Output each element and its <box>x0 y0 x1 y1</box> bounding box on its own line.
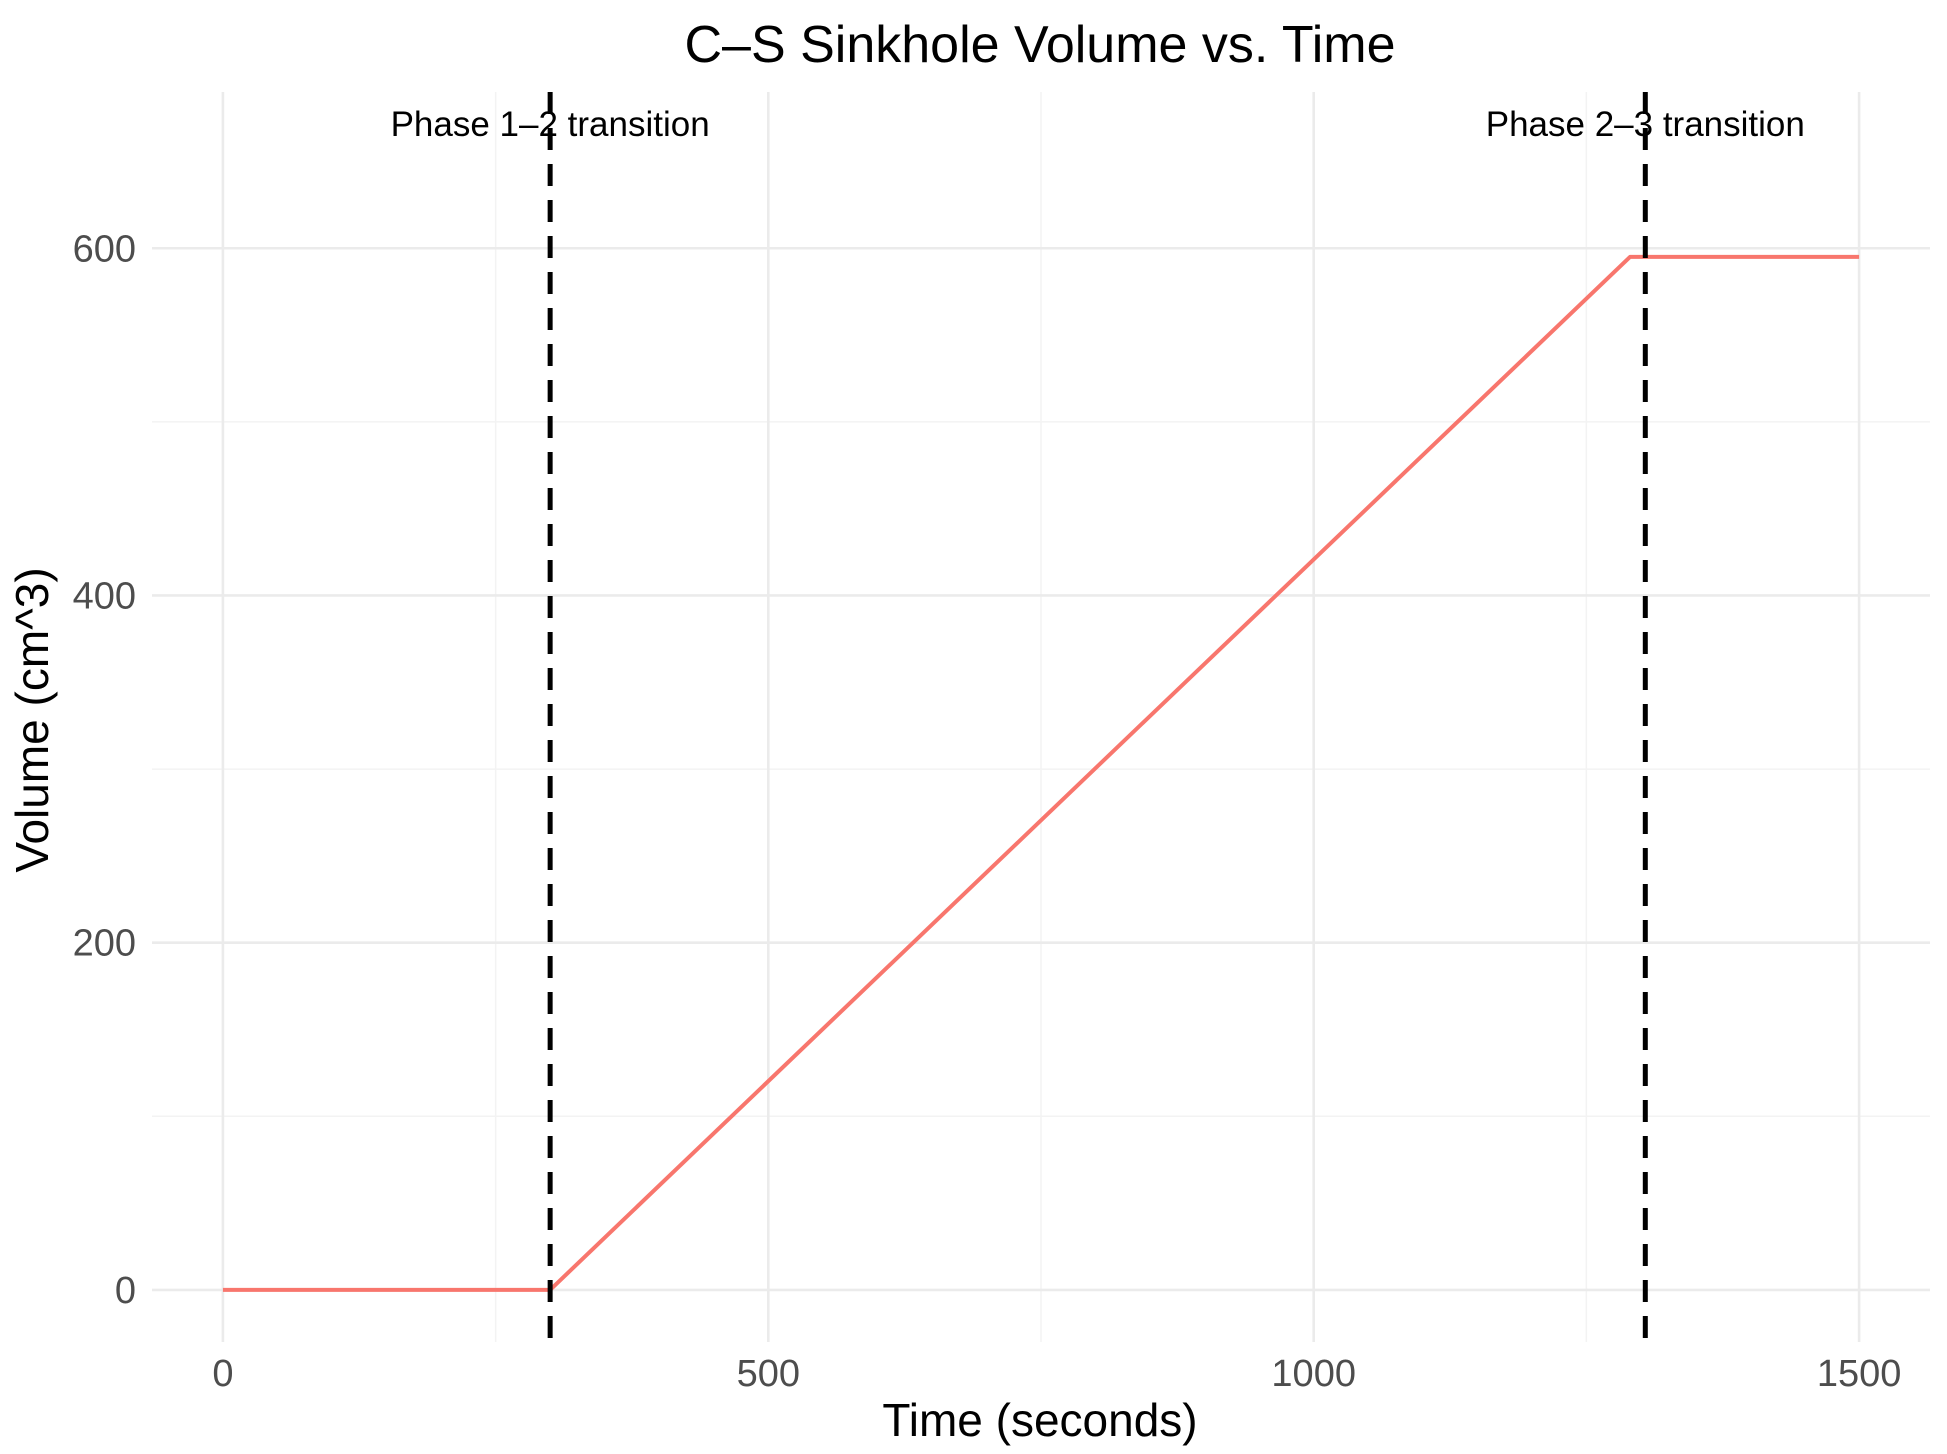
y-tick-label: 600 <box>73 228 136 270</box>
x-tick-label: 0 <box>212 1353 233 1395</box>
y-tick-label: 0 <box>115 1270 136 1312</box>
annotations: Phase 1–2 transition Phase 2–3 transition <box>391 105 1805 144</box>
x-tick-label: 1000 <box>1271 1353 1356 1395</box>
tick-labels: 0 500 1000 1500 0 200 400 600 <box>73 228 1902 1395</box>
grid <box>152 92 1930 1342</box>
x-tick-label: 1500 <box>1817 1353 1902 1395</box>
y-tick-label: 400 <box>73 575 136 617</box>
x-axis-label: Time (seconds) <box>882 1394 1197 1446</box>
transition-label: Phase 2–3 transition <box>1486 105 1805 144</box>
x-tick-label: 500 <box>737 1353 800 1395</box>
y-axis-label: Volume (cm^3) <box>6 567 58 872</box>
chart-title: C–S Sinkhole Volume vs. Time <box>685 16 1396 74</box>
series-line <box>222 254 1860 1292</box>
transition-label: Phase 1–2 transition <box>391 105 710 144</box>
series-layer <box>222 254 1860 1292</box>
vline-layer <box>547 92 1648 1342</box>
y-tick-label: 200 <box>73 923 136 965</box>
